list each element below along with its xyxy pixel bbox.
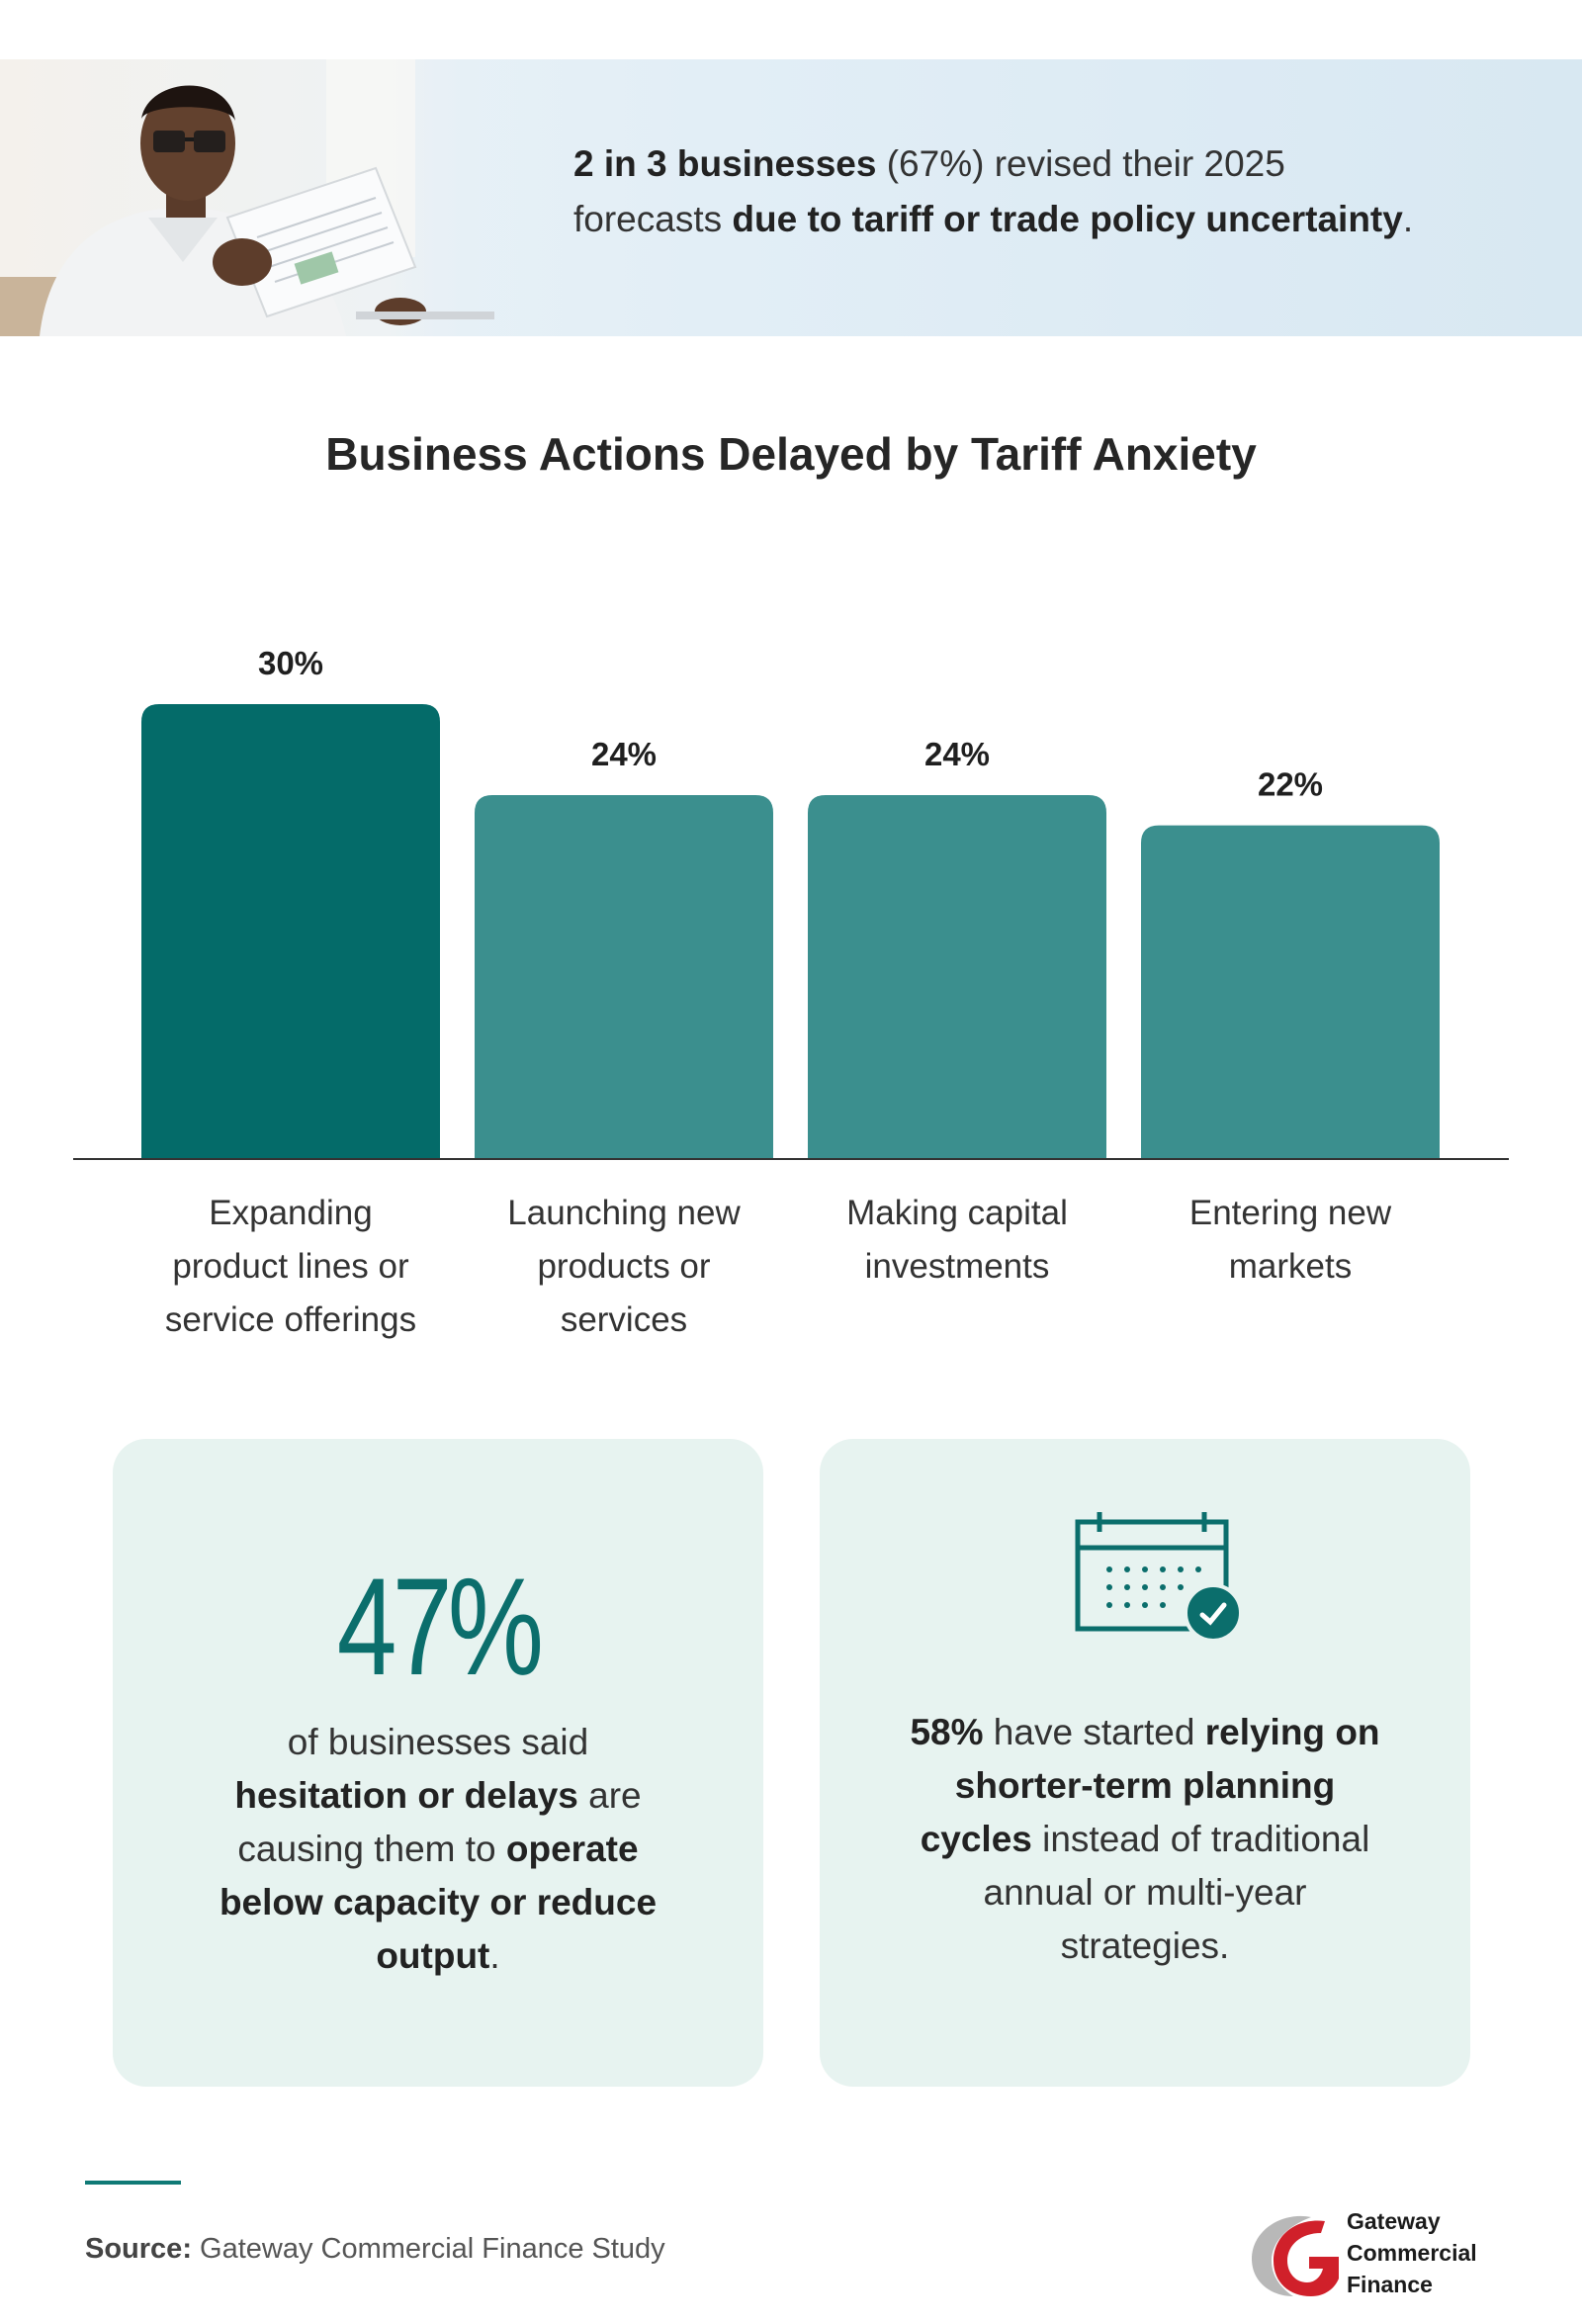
stat-card-capacity-text: of businesses said hesitation or delays … (152, 1716, 724, 1983)
logo-wordmark: Gateway Commercial Finance (1347, 2205, 1477, 2300)
hero-bold-reason: due to tariff or trade policy uncertaint… (732, 199, 1403, 239)
card-left-text-3: causing them to (237, 1829, 506, 1869)
category-label-1-2: services (561, 1300, 687, 1339)
category-label-1-1: products or (537, 1247, 710, 1286)
calendar-check-icon (1075, 1512, 1243, 1643)
bar-value-label-1: 24% (591, 736, 657, 772)
card-right-bold-4: cycles (920, 1819, 1032, 1859)
bar-value-label-3: 22% (1258, 766, 1323, 803)
hero-text-1: (67%) revised their 2025 (876, 143, 1285, 184)
card-right-bold-3: shorter-term planning (954, 1765, 1336, 1806)
big-stat-value: 47% (336, 1549, 544, 1704)
bar-1 (475, 795, 773, 1159)
category-label-0-2: service offerings (165, 1300, 416, 1339)
card-left-text-1: of businesses said (287, 1722, 589, 1762)
source-label: Source: (85, 2233, 192, 2265)
bar-chart: 30% Expanding product lines or service offe… (73, 645, 1509, 1339)
card-right-text-4: strategies. (1060, 1925, 1230, 1966)
bar-value-label-2: 24% (924, 736, 990, 772)
stat-card-planning: 58% have started relying on shorter-term… (820, 1439, 1470, 2087)
logo-line-1: Gateway (1347, 2208, 1441, 2234)
category-label-3-1: markets (1229, 1247, 1352, 1286)
category-label-2-1: investments (865, 1247, 1050, 1286)
stat-card-planning-text: 58% have started relying on shorter-term… (859, 1706, 1431, 1973)
card-right-text-3: annual or multi-year (983, 1872, 1307, 1913)
card-left-bold-1: hesitation or delays (234, 1775, 578, 1816)
card-left-bold-4: output (376, 1935, 490, 1976)
card-right-text-1: have started (983, 1712, 1205, 1752)
card-left-text-2: are (577, 1775, 642, 1816)
category-label-0-0: Expanding (209, 1194, 372, 1232)
logo-line-3: Finance (1347, 2272, 1433, 2297)
hero-text-2: forecasts (573, 199, 733, 239)
logo-mark-icon (1252, 2215, 1339, 2296)
card-left-bold-2: operate (505, 1829, 639, 1869)
bar-3 (1141, 825, 1440, 1159)
card-right-bold-2: relying on (1204, 1712, 1380, 1752)
source-text: Gateway Commercial Finance Study (191, 2233, 665, 2265)
logo-line-2: Commercial (1347, 2240, 1477, 2266)
hero-statement: 2 in 3 businesses (67%) revised their 20… (573, 136, 1523, 247)
footer-accent-rule (85, 2181, 181, 2185)
card-left-text-4: . (489, 1935, 500, 1976)
bar-0 (141, 704, 440, 1159)
card-right-text-2: instead of traditional (1031, 1819, 1370, 1859)
company-logo: Gateway Commercial Finance (1242, 2203, 1519, 2302)
card-right-bold-1: 58% (910, 1712, 984, 1752)
bar-value-label-0: 30% (258, 645, 323, 681)
category-label-3-0: Entering new (1189, 1194, 1392, 1232)
chart-title: Business Actions Delayed by Tariff Anxie… (325, 428, 1257, 480)
bar-2 (808, 795, 1106, 1159)
card-left-bold-3: below capacity or reduce (219, 1882, 658, 1922)
category-label-1-0: Launching new (507, 1194, 741, 1232)
hero-text-3: . (1402, 199, 1414, 239)
businessman-photo (0, 59, 514, 336)
hero-banner: 2 in 3 businesses (67%) revised their 20… (0, 59, 1582, 336)
stat-card-capacity: 47% of businesses said hesitation or del… (113, 1439, 763, 2087)
source-citation: Source: Gateway Commercial Finance Study (85, 2233, 665, 2266)
hero-bold-stat: 2 in 3 businesses (573, 143, 877, 184)
category-label-0-1: product lines or (172, 1247, 409, 1286)
category-label-2-0: Making capital (846, 1194, 1068, 1232)
